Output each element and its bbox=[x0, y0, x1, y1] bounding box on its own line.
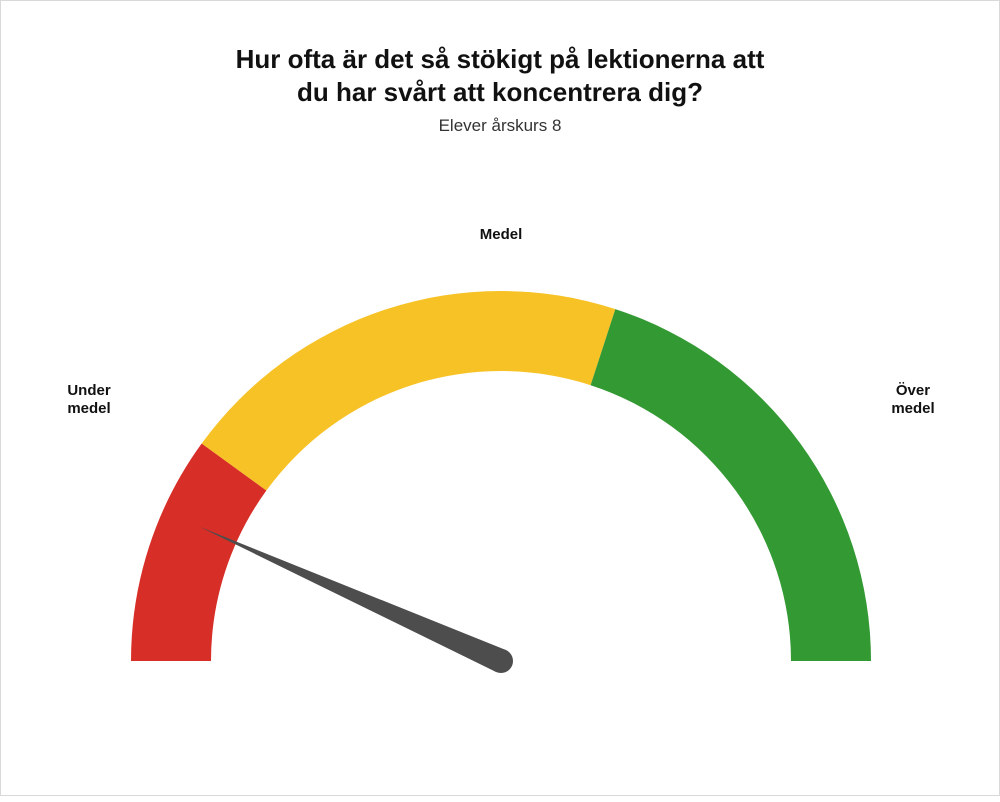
gauge-label-left: Under bbox=[67, 382, 111, 399]
gauge-label-right: Över bbox=[896, 382, 930, 399]
gauge-container: UndermedelMedelÖvermedel bbox=[1, 1, 1000, 802]
gauge-segment-0 bbox=[131, 444, 266, 661]
gauge-label-right: medel bbox=[891, 400, 934, 417]
gauge-segment-2 bbox=[591, 309, 871, 661]
gauge-label-middle: Medel bbox=[480, 226, 523, 243]
gauge-chart: UndermedelMedelÖvermedel bbox=[1, 1, 1000, 797]
gauge-label-left: medel bbox=[67, 400, 110, 417]
gauge-needle bbox=[200, 527, 506, 672]
chart-frame: Hur ofta är det så stökigt på lektionern… bbox=[0, 0, 1000, 796]
gauge-segment-1 bbox=[202, 291, 616, 491]
gauge-needle-hub bbox=[489, 649, 513, 673]
